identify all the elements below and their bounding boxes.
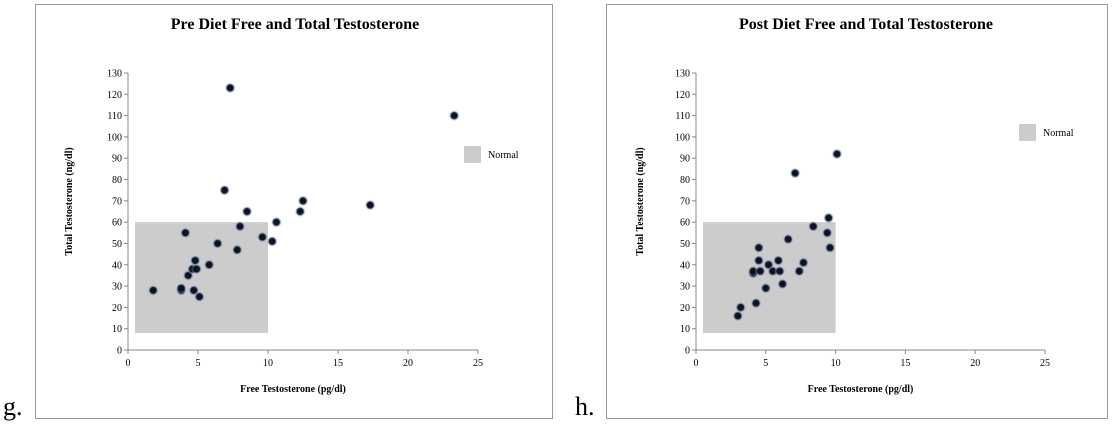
y-axis-label: Total Testosterone (ng/dl): [635, 147, 646, 255]
y-tick-label: 60: [680, 218, 690, 229]
normal-range-area: [702, 222, 836, 333]
y-tick-label: 20: [112, 303, 122, 314]
y-tick-label: 120: [675, 90, 690, 101]
y-tick-label: 130: [675, 69, 690, 80]
y-tick-label: 10: [112, 324, 122, 335]
x-axis-label: Free Testosterone (pg/dl): [808, 384, 914, 395]
data-point: [789, 167, 801, 179]
y-tick-label: 40: [680, 260, 690, 271]
y-tick-label: 90: [680, 154, 690, 165]
data-point: [823, 212, 835, 224]
data-point: [224, 82, 236, 94]
y-tick-label: 80: [680, 175, 690, 186]
data-point: [760, 282, 772, 294]
data-point: [294, 206, 306, 217]
data-point: [807, 220, 819, 232]
x-tick-label: 10: [263, 358, 273, 369]
y-tick-label: 110: [107, 111, 122, 122]
pre-diet-chart: Pre Diet Free and Total Testosterone 0 10 2…: [64, 16, 519, 395]
data-point: [270, 216, 282, 228]
normal-range-area: [135, 222, 268, 333]
post-diet-chart: Post Diet Free and Total Testosterone 0 10…: [635, 16, 1074, 395]
x-tick-label: 0: [694, 358, 699, 369]
y-tick-label: 20: [680, 303, 690, 314]
y-axis-label: Total Testosterone (ng/dl): [64, 147, 75, 255]
y-tick-label: 60: [112, 218, 122, 229]
data-point: [797, 257, 809, 269]
x-tick-label: 15: [900, 358, 910, 369]
y-tick-label: 10: [680, 324, 690, 335]
y-tick-label: 130: [107, 69, 122, 80]
panel-letter-h: h.: [575, 392, 595, 421]
data-point: [772, 255, 784, 267]
data-point: [364, 199, 376, 211]
x-axis-label: Free Testosterone (pg/dl): [240, 384, 346, 395]
x-tick-label: 25: [473, 358, 483, 369]
y-tick-label: 100: [107, 132, 122, 143]
data-point: [750, 297, 762, 309]
legend-label: Normal: [488, 150, 519, 161]
data-point: [753, 255, 765, 267]
data-point: [266, 235, 278, 247]
data-point: [179, 227, 191, 239]
y-tick-label: 80: [112, 175, 122, 186]
data-point: [754, 265, 766, 277]
data-point: [448, 110, 460, 122]
data-point: [793, 265, 805, 277]
data-point: [193, 291, 205, 303]
data-point: [297, 195, 309, 207]
data-point: [753, 242, 765, 254]
y-tick-label: 0: [685, 346, 690, 357]
y-tick-label: 30: [680, 282, 690, 293]
y-tick-label: 120: [107, 90, 122, 101]
data-point: [821, 227, 833, 239]
data-point: [774, 265, 786, 277]
y-tick-label: 110: [675, 111, 690, 122]
y-tick-label: 30: [112, 282, 122, 293]
data-point: [175, 282, 187, 294]
chart-title: Pre Diet Free and Total Testosterone: [171, 16, 419, 33]
data-point: [824, 242, 836, 254]
data-point: [219, 184, 231, 196]
x-tick-label: 20: [403, 358, 413, 369]
data-point: [777, 278, 789, 290]
y-tick-label: 50: [680, 239, 690, 250]
post-diet-chart-panel: Post Diet Free and Total Testosterone 0 10…: [606, 4, 1108, 419]
chart-title: Post Diet Free and Total Testosterone: [739, 16, 993, 33]
data-point: [732, 310, 744, 322]
legend-swatch: [464, 146, 481, 163]
x-tick-label: 0: [126, 358, 131, 369]
legend-label: Normal: [1043, 128, 1074, 139]
y-tick-label: 100: [675, 132, 690, 143]
legend-swatch: [1019, 124, 1036, 141]
x-tick-label: 15: [333, 358, 343, 369]
y-tick-label: 70: [680, 196, 690, 207]
x-tick-label: 5: [196, 358, 201, 369]
data-point: [735, 301, 747, 313]
data-point: [231, 244, 243, 256]
x-tick-label: 25: [1040, 358, 1050, 369]
data-point: [234, 220, 246, 232]
data-point: [212, 237, 224, 249]
panel-letter-g: g.: [3, 392, 23, 421]
x-tick-label: 5: [763, 358, 768, 369]
pre-diet-chart-panel: Pre Diet Free and Total Testosterone 0 10 2…: [35, 4, 553, 419]
data-point: [147, 284, 159, 296]
data-point: [782, 233, 794, 245]
x-tick-label: 10: [831, 358, 841, 369]
y-tick-label: 40: [112, 260, 122, 271]
y-tick-label: 50: [112, 239, 122, 250]
y-tick-label: 90: [112, 154, 122, 165]
data-point: [191, 263, 203, 275]
y-tick-label: 0: [117, 346, 122, 357]
data-point: [241, 206, 253, 217]
x-tick-label: 20: [970, 358, 980, 369]
y-tick-label: 70: [112, 196, 122, 207]
data-point: [256, 231, 268, 243]
data-point: [189, 255, 201, 267]
data-point: [203, 259, 215, 271]
data-point: [831, 148, 843, 160]
